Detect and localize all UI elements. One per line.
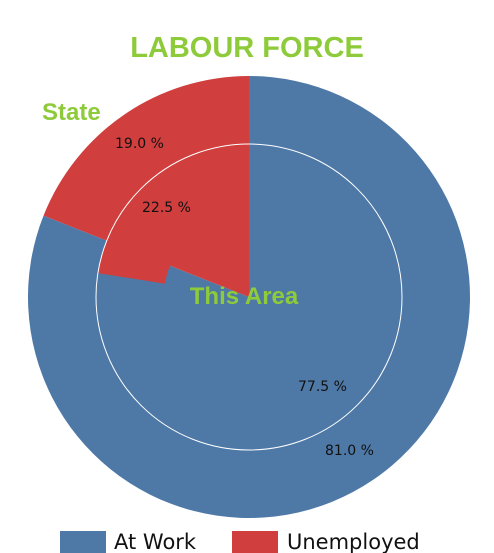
ring-label-state: State — [42, 99, 101, 126]
legend-swatch-unemployed — [232, 531, 278, 553]
data-label-area-at-work: 77.5 % — [298, 379, 347, 395]
data-label-area-unemployed: 22.5 % — [142, 200, 191, 216]
legend-label-at-work: At Work — [114, 530, 197, 553]
data-label-state-at-work: 81.0 % — [325, 443, 374, 459]
slice-area-at-work — [96, 144, 403, 450]
legend-label-unemployed: Unemployed — [287, 530, 420, 553]
donut-slices — [27, 76, 471, 518]
chart-title: LABOUR FORCE — [130, 32, 364, 64]
ring-label-this-area: This Area — [190, 283, 299, 310]
slice-state-at-work — [27, 76, 471, 518]
data-label-state-unemployed: 19.0 % — [115, 136, 164, 152]
value-labels: 81.0 % 19.0 % 77.5 % 22.5 % — [115, 136, 374, 459]
slice-area-unemployed — [97, 144, 249, 284]
ring-divider — [95, 143, 403, 451]
legend-swatch-at-work — [60, 531, 106, 553]
legend: At Work Unemployed — [60, 530, 420, 553]
